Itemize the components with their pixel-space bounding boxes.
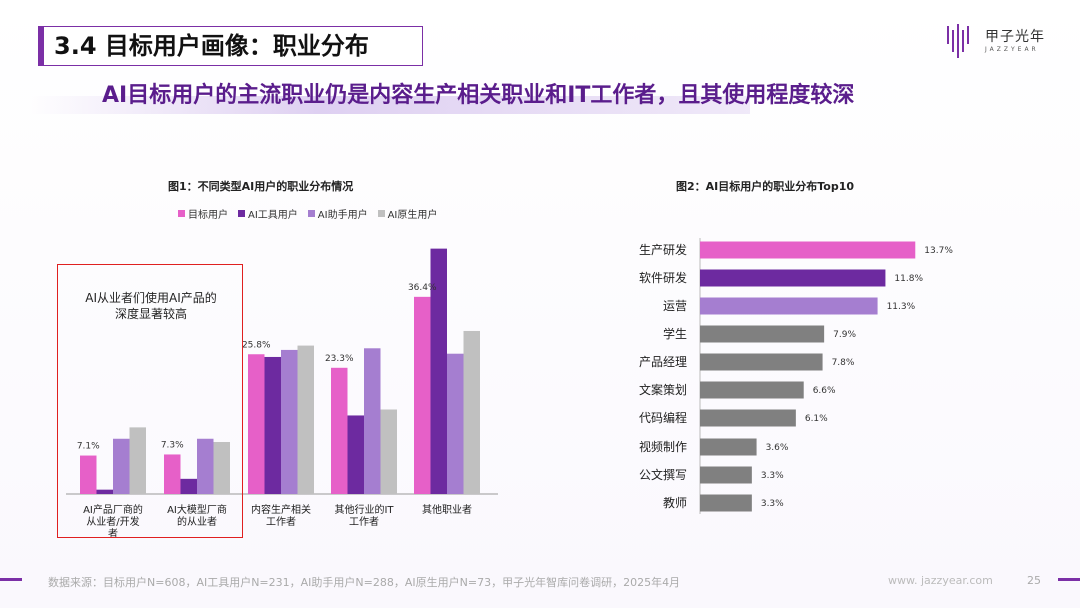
chart1-title: 图1：不同类型AI用户的职业分布情况 (168, 180, 354, 193)
category-label: 从业者/开发 (86, 515, 139, 528)
category-label: AI产品厂商的 (83, 503, 143, 516)
legend-swatch (178, 210, 185, 217)
bar-1 (80, 455, 97, 494)
bar-1 (248, 354, 265, 494)
bar-1 (164, 454, 181, 494)
bar-4 (463, 330, 480, 494)
bar-4 (380, 409, 397, 494)
legend-label: AI原生用户 (387, 210, 438, 221)
bar-3 (364, 348, 381, 494)
data-label: 25.8% (242, 340, 271, 350)
category-label: 内容生产相关 (251, 503, 311, 516)
legend-swatch (238, 210, 245, 217)
bar-3 (281, 349, 298, 494)
footer-accent-right (1058, 578, 1080, 581)
category-label: 工作者 (349, 516, 379, 528)
bar-3 (447, 353, 464, 494)
bar-4 (213, 442, 230, 494)
logo-name: 甲子光年 (985, 29, 1045, 45)
data-label: 7.1% (77, 442, 100, 452)
page-title: 3.4 目标用户画像：职业分布 (54, 32, 369, 60)
category-label: 其他职业者 (422, 503, 472, 516)
chart2-title: 图2：AI目标用户的职业分布Top10 (676, 180, 855, 193)
data-label: 23.3% (325, 354, 354, 364)
callout-line-1: AI从业者们使用AI产品的 (85, 291, 217, 305)
data-label: 7.3% (161, 440, 184, 450)
subtitle-highlight (30, 96, 750, 114)
bar-4 (129, 427, 146, 494)
callout-line-2: 深度显著较高 (114, 307, 187, 321)
legend-swatch (377, 210, 385, 217)
bar-2 (347, 415, 364, 494)
legend-item: AI工具用户 (238, 206, 298, 221)
category-label: 者 (108, 528, 118, 540)
category-label: 的从业者 (177, 515, 217, 528)
logo-subtext: JAZZYEAR (985, 46, 1039, 53)
bar-2 (430, 248, 447, 494)
legend-item: 目标用户 (178, 206, 228, 221)
data-source: 数据来源：目标用户N=608，AI工具用户N=231，AI助手用户N=288，A… (48, 576, 681, 589)
page-number: 25 (1027, 574, 1041, 587)
highlight-box (57, 264, 243, 538)
legend-label: 目标用户 (188, 210, 228, 221)
website-link[interactable]: www. jazzyear.com (888, 574, 993, 587)
callout-text: AI从业者们使用AI产品的 深度显著较高 (68, 290, 234, 322)
legend-item: AI原生用户 (377, 206, 438, 221)
legend-label: AI工具用户 (248, 210, 298, 221)
bar-1 (331, 367, 348, 494)
chart1-legend: 目标用户 AI工具用户 AI助手用户 AI原生用户 (178, 206, 437, 221)
legend-swatch (307, 210, 315, 217)
footer-accent-left (0, 578, 22, 581)
legend-item: AI助手用户 (307, 206, 368, 221)
page-subtitle: AI目标用户的主流职业仍是内容生产相关职业和IT工作者，且其使用程度较深 (102, 83, 855, 108)
bar-3 (113, 438, 130, 494)
bar-1 (414, 296, 431, 494)
legend-label: AI助手用户 (317, 210, 368, 221)
bar-2 (264, 356, 281, 494)
data-label: 36.4% (408, 283, 437, 293)
jazzyear-logo-icon (947, 24, 969, 58)
bar-3 (197, 438, 214, 494)
bar-2 (96, 489, 113, 494)
category-label: 工作者 (266, 516, 296, 528)
title-accent-bar (38, 26, 44, 66)
category-label: AI大模型厂商 (167, 503, 227, 516)
bar-4 (297, 345, 314, 494)
category-label: 其他行业的IT (334, 503, 394, 516)
title-frame (38, 26, 423, 66)
bar-2 (180, 478, 197, 494)
